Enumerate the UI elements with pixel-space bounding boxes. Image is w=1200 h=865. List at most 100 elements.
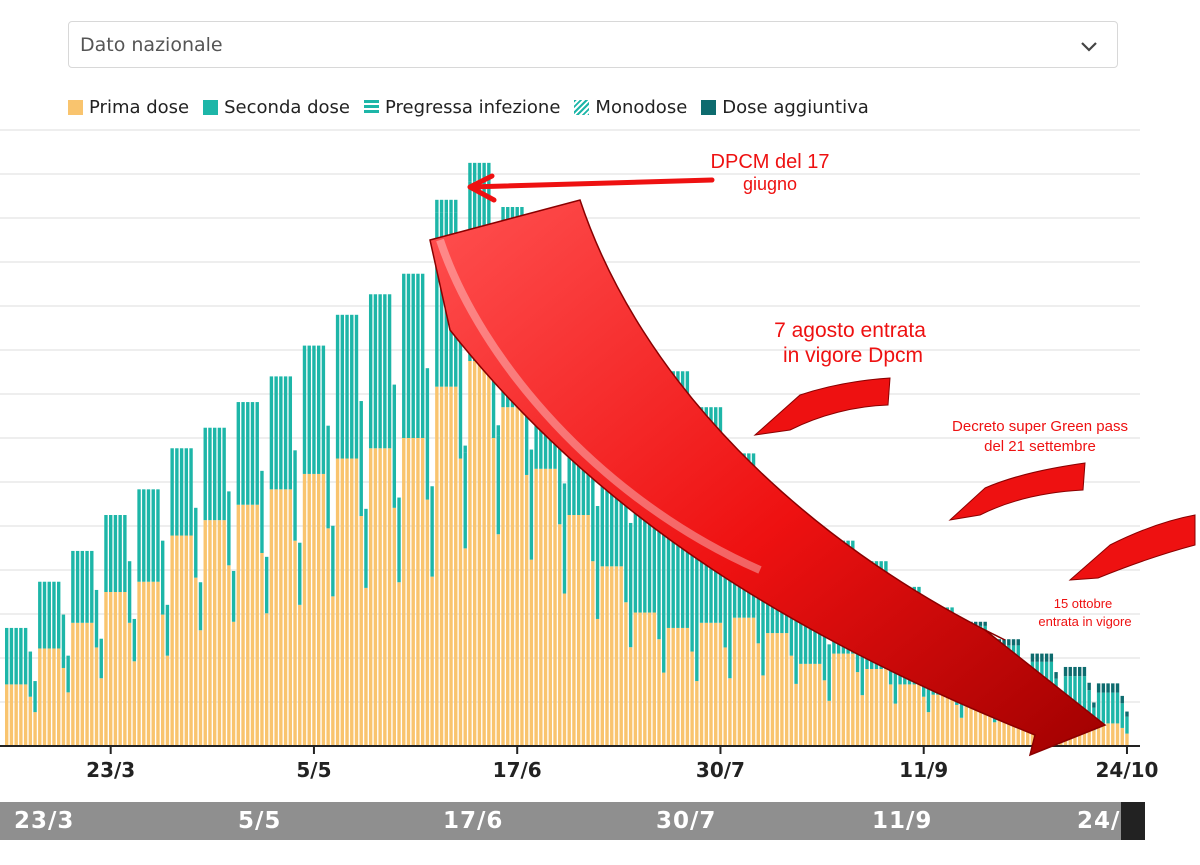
bar-seconda-dose [38, 581, 42, 649]
bar-prima-dose [279, 489, 283, 746]
bar-seconda-dose [340, 314, 345, 459]
pointer-arrow-agosto [753, 377, 891, 436]
bar-seconda-dose [378, 294, 382, 449]
bar-seconda-dose [156, 489, 160, 582]
bar-seconda-dose [94, 589, 99, 648]
pointer-arrow-green-pass [948, 462, 1086, 521]
legend-item-dose-aggiuntiva[interactable]: Dose aggiuntiva [701, 97, 869, 118]
bar-prima-dose [264, 613, 269, 746]
bar-prima-dose [359, 516, 363, 746]
bar-dose-aggiuntiva [1096, 683, 1101, 693]
bar-seconda-dose [217, 427, 222, 521]
bar-prima-dose [945, 694, 950, 746]
legend-item-monodose[interactable]: Monodose [574, 97, 687, 118]
bar-seconda-dose [1115, 692, 1120, 724]
bar-prima-dose [302, 473, 307, 746]
bar-dose-aggiuntiva [1092, 702, 1096, 708]
bar-prima-dose [704, 622, 708, 746]
bar-pregressa-infezione [435, 199, 439, 213]
bar-prima-dose [591, 561, 595, 746]
bar-seconda-dose [279, 376, 283, 490]
bar-seconda-dose [312, 345, 316, 474]
bar-seconda-dose [1120, 703, 1124, 728]
scrubber-handle[interactable] [1121, 802, 1145, 840]
bar-seconda-dose [860, 633, 864, 696]
bar-prima-dose [562, 593, 567, 746]
bar-prima-dose [619, 566, 623, 746]
bar-prima-dose [61, 667, 66, 746]
bar-prima-dose [884, 669, 888, 746]
bar-dose-aggiuntiva [1007, 639, 1011, 646]
bar-seconda-dose [463, 452, 467, 549]
bar-prima-dose [28, 696, 33, 746]
bar-prima-dose [822, 680, 827, 746]
bar-prima-dose [1007, 706, 1011, 746]
bar-prima-dose [742, 617, 746, 746]
bar-seconda-dose [628, 522, 633, 648]
bar-prima-dose [652, 612, 656, 746]
bar-prima-dose [879, 669, 883, 746]
legend-item-seconda-dose[interactable]: Seconda dose [203, 97, 350, 118]
bar-seconda-dose [458, 318, 463, 459]
bar-pregressa-infezione [444, 199, 449, 213]
bar-prima-dose [411, 438, 415, 746]
bar-prima-dose [416, 438, 420, 746]
bar-prima-dose [714, 622, 718, 746]
bar-prima-dose [766, 633, 770, 746]
bar-dose-aggiuntiva [1030, 653, 1035, 662]
bar-prima-dose [851, 653, 855, 746]
bar-prima-dose [992, 722, 997, 746]
bar-seconda-dose [175, 448, 179, 536]
bar-pregressa-infezione [487, 162, 491, 182]
bar-prima-dose [156, 581, 160, 746]
bar-prima-dose [364, 587, 368, 746]
bar-dose-aggiuntiva [1054, 672, 1058, 679]
bar-pregressa-infezione [439, 199, 444, 213]
bar-dose-aggiuntiva [1044, 653, 1049, 662]
bar-prima-dose [463, 548, 467, 746]
bar-prima-dose [184, 535, 189, 746]
bar-pregressa-infezione [449, 199, 453, 213]
bar-seconda-dose [61, 614, 66, 668]
bar-prima-dose [543, 468, 548, 746]
bar-prima-dose [71, 622, 75, 746]
bar-prima-dose [699, 622, 704, 746]
timeline-scrubber[interactable]: 23/3 5/5 17/6 30/7 11/9 24/ [0, 802, 1145, 840]
bar-dose-aggiuntiva [1011, 639, 1016, 646]
bar-seconda-dose [364, 508, 368, 588]
bar-prima-dose [903, 684, 907, 746]
bar-prima-dose [38, 648, 42, 746]
bar-pregressa-infezione [463, 445, 467, 453]
scrubber-tick: 30/7 [656, 808, 717, 834]
bar-seconda-dose [99, 638, 103, 679]
bar-seconda-dose [1073, 676, 1077, 718]
bar-prima-dose [458, 458, 463, 746]
bar-prima-dose [420, 438, 425, 746]
bar-prima-dose [964, 702, 968, 746]
bar-seconda-dose [624, 421, 628, 603]
bar-prima-dose [506, 407, 510, 746]
legend-label: Prima dose [89, 96, 190, 118]
bar-prima-dose [449, 386, 453, 746]
bar-dose-aggiuntiva [1063, 666, 1068, 677]
region-select-value: Dato nazionale [80, 34, 223, 56]
bar-seconda-dose [1101, 692, 1106, 724]
bar-prima-dose [146, 581, 151, 746]
bar-dose-aggiuntiva [1120, 695, 1124, 704]
annotation-green-pass-line2: del 21 settembre [984, 438, 1096, 455]
annotation-ottobre-line1: 15 ottobre [1054, 596, 1113, 611]
bar-prima-dose [855, 672, 860, 746]
region-select[interactable]: Dato nazionale [68, 21, 1118, 68]
bar-prima-dose [865, 669, 869, 746]
scrubber-tick: 5/5 [238, 808, 282, 834]
legend-item-prima-dose[interactable]: Prima dose [68, 97, 189, 118]
bar-seconda-dose [392, 384, 397, 508]
bar-prima-dose [1087, 723, 1091, 746]
legend-item-pregressa-infezione[interactable]: Pregressa infezione [364, 97, 560, 118]
bar-prima-dose [85, 622, 89, 746]
bar-prima-dose [482, 361, 486, 746]
bar-prima-dose [841, 653, 846, 746]
bar-prima-dose [1101, 723, 1106, 746]
bar-prima-dose [666, 627, 671, 746]
bar-prima-dose [643, 612, 647, 746]
